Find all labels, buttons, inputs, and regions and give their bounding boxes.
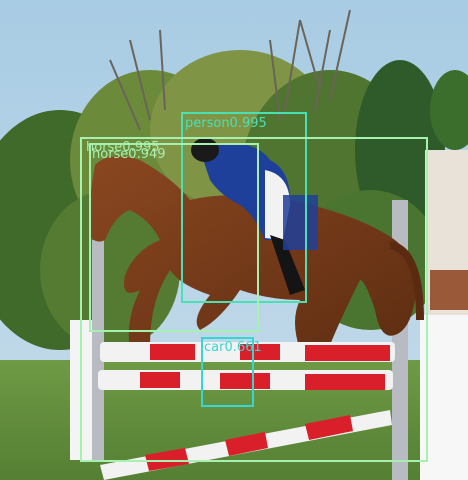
- detection-box-horse-small: [89, 143, 259, 332]
- detection-box-person: [181, 112, 307, 303]
- detection-label-person: person0.995: [185, 116, 267, 131]
- detection-box-car: [201, 337, 254, 407]
- detection-label-car: car0.661: [204, 340, 262, 355]
- detection-label-horse-small: horse0.949: [92, 147, 166, 162]
- fence-rails: [98, 342, 395, 480]
- detection-label-horse-large: horse0.995: [86, 140, 160, 155]
- detection-box-horse-large: [80, 137, 428, 462]
- trees: [0, 9, 468, 350]
- horse: [89, 156, 424, 354]
